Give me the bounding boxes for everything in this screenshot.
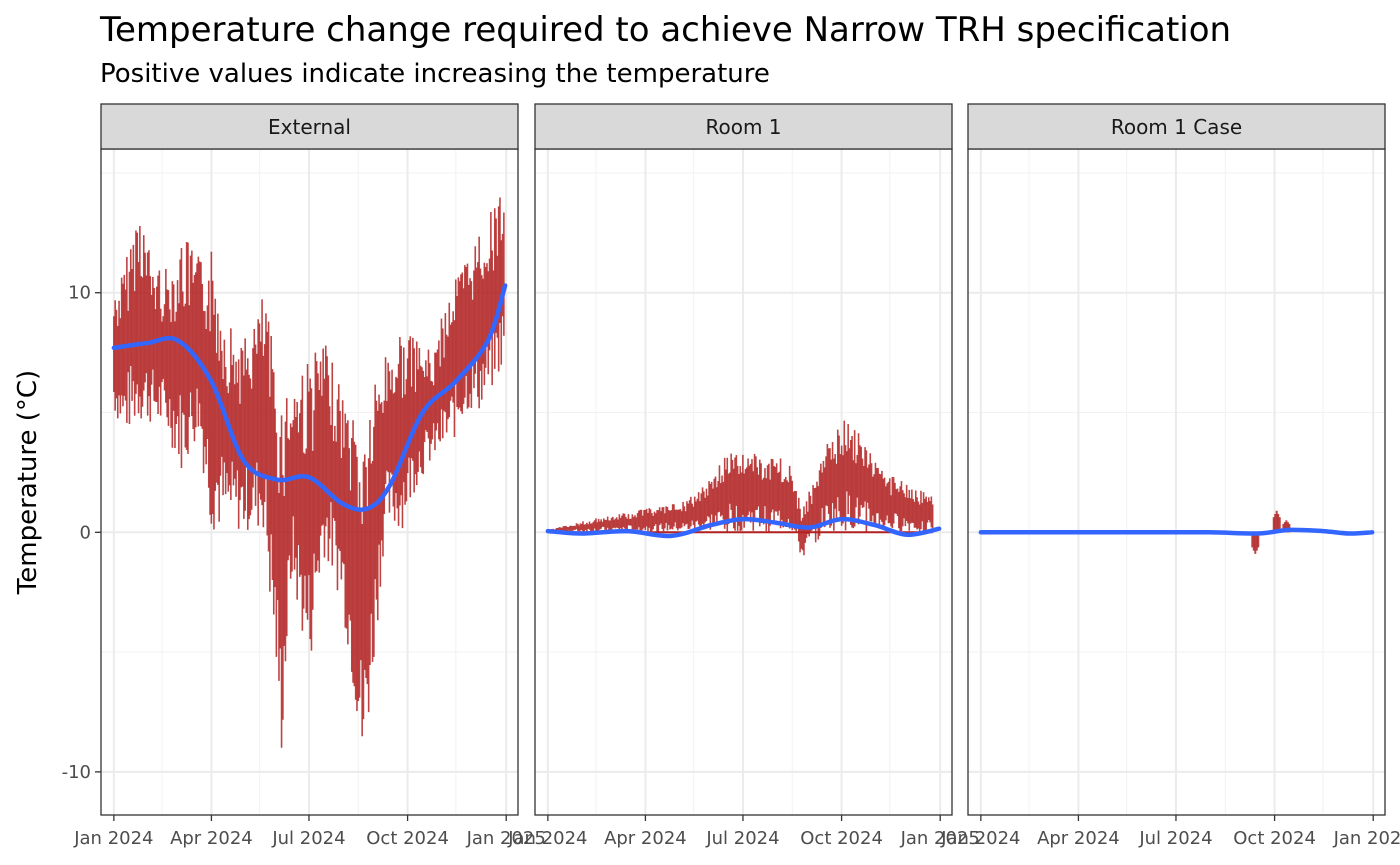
x-tick-label: Oct 2024 — [800, 828, 883, 849]
x-tick-label: Apr 2024 — [604, 828, 687, 849]
facet-strip — [534, 103, 953, 150]
facet-panel: External Jan 2024 Apr 2024 Jul 2024 Oct 2024… — [62, 103, 546, 849]
facet-strip-label: Room 1 Case — [1111, 115, 1242, 139]
x-tick-label: Jan 2024 — [507, 828, 587, 849]
facet-strip — [100, 103, 519, 150]
x-tick-label: Apr 2024 — [170, 828, 253, 849]
facet-strip-label: Room 1 — [705, 115, 781, 139]
x-tick-label: Oct 2024 — [366, 828, 449, 849]
y-tick-label: -10 — [62, 762, 91, 783]
raw-series — [547, 420, 934, 556]
facet-panel: Room 1 Case Jan 2024 Apr 2024 Jul 2024 Oct 2… — [940, 103, 1400, 849]
y-tick-label: 10 — [68, 283, 91, 304]
x-tick-label: Jul 2024 — [705, 828, 779, 849]
smooth-trend-line — [978, 527, 1375, 536]
x-tick-label: Apr 2024 — [1037, 828, 1120, 849]
x-tick-label: Jan 2024 — [73, 828, 153, 849]
chart-subtitle: Positive values indicate increasing the … — [100, 59, 770, 89]
x-tick-label: Jan 2025 — [900, 828, 980, 849]
x-tick-label: Jan 2025 — [1333, 828, 1400, 849]
x-tick-label: Jul 2024 — [1138, 828, 1212, 849]
y-tick-label: 0 — [80, 522, 91, 543]
x-tick-label: Jul 2024 — [271, 828, 345, 849]
raw-series — [113, 197, 505, 748]
facet-panel: Room 1 Jan 2024 Apr 2024 Jul 2024 Oct 2024 Ja… — [507, 103, 980, 849]
facet-strip — [967, 103, 1386, 150]
x-tick-label: Oct 2024 — [1233, 828, 1316, 849]
y-axis-label: Temperature (°C) — [13, 370, 43, 595]
x-tick-label: Jan 2025 — [466, 828, 546, 849]
smooth-trend-line — [545, 516, 942, 539]
chart-title: Temperature change required to achieve N… — [99, 10, 1231, 50]
x-tick-label: Jan 2024 — [940, 828, 1020, 849]
facet-strip-label: External — [268, 115, 351, 139]
panels: External Jan 2024 Apr 2024 Jul 2024 Oct 2024… — [62, 103, 1400, 849]
smooth-trend-line — [111, 283, 508, 512]
